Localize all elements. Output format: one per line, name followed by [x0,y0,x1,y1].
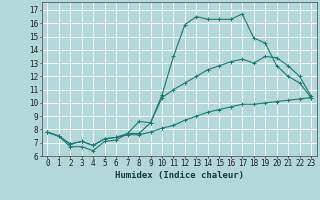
X-axis label: Humidex (Indice chaleur): Humidex (Indice chaleur) [115,171,244,180]
